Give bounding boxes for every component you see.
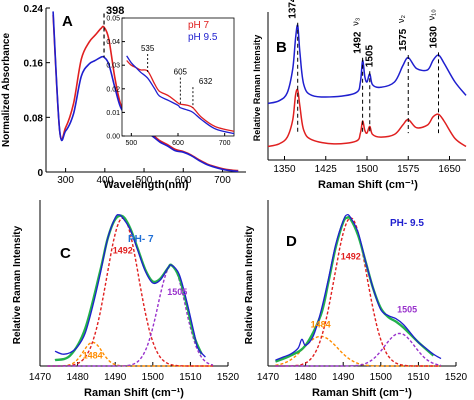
panel-b-mode-label: ν₃ — [351, 17, 361, 26]
panel-b-x-tick-label: 1350 — [273, 164, 296, 175]
panel-c-y-label: Relative Raman Intensity — [12, 225, 23, 344]
panel-c-x-tick-label: 1520 — [217, 372, 240, 383]
panel-c-data — [54, 214, 206, 358]
panel-d-peak-label: 1505 — [397, 305, 417, 315]
panel-a-x-tick-label: 400 — [96, 175, 113, 186]
panel-b-ph95-line — [267, 24, 467, 105]
panel-c-x-tick-label: 1500 — [142, 372, 165, 383]
panel-b-peak-label: 1492 — [353, 31, 364, 54]
inset-ph95-line — [126, 55, 235, 135]
panel-a-x-label: Wavelength(nm) — [103, 179, 188, 191]
panel-c-x-tick-label: 1470 — [29, 372, 52, 383]
panel-d-fit-component-1505 — [275, 332, 442, 367]
panel-d-x-tick-label: 1510 — [407, 372, 430, 383]
panel-b-x-label: Raman Shift (cm⁻¹) — [318, 179, 418, 191]
panel-a-y-tick-label: 0.24 — [24, 4, 44, 15]
panel-d-x-label: Raman Shift (cm⁻¹) — [312, 387, 412, 399]
panel-b-mode-label: ν₂ — [396, 15, 406, 24]
panel-b-peak-label: 1374 — [288, 0, 299, 19]
panel-a-y-tick-label: 0.08 — [24, 113, 44, 124]
inset-y-tick-label: 0.05 — [106, 16, 120, 23]
panel-b-annotations: 1374ν₄1492ν₃15051575ν₂1630ν₁₀ — [288, 0, 440, 134]
inset-x-tick-label: 600 — [172, 140, 184, 147]
panel-b-y-label: Relative Raman Intensity — [252, 35, 262, 142]
panel-a-inset-frame — [121, 17, 235, 137]
panel-d-annotations: 1484 1492 1505 — [311, 251, 418, 329]
panel-d-x-tick-label: 1470 — [257, 372, 280, 383]
inset-x-tick-label: 500 — [125, 140, 137, 147]
panel-c-letter: C — [60, 245, 71, 262]
panel-c-fit-component-1492 — [47, 217, 213, 367]
panel-b-letter: B — [276, 39, 287, 56]
panel-d-title: PH- 9.5 — [390, 218, 424, 229]
panel-d-series — [275, 213, 442, 367]
panel-a-x-tick-label: 300 — [57, 175, 74, 186]
inset-peak-label: 605 — [174, 68, 188, 77]
panel-c-peak-label: 1484 — [83, 351, 103, 361]
panel-b-ph7-line — [267, 88, 467, 148]
panel-d-peak-label: 1484 — [311, 319, 331, 329]
panel-a-x-tick-label: 500 — [136, 175, 153, 186]
panel-d-ticks: 1470 1480 1490 1500 1510 1520 — [257, 362, 468, 383]
panel-b-peak-label: 1630 — [429, 26, 440, 49]
panel-d-fit-component-1492 — [275, 217, 441, 367]
panel-c-annotations: 1484 1492 1505 — [83, 245, 188, 360]
panel-c-peak-label: 1505 — [167, 287, 187, 297]
panel-b-series — [267, 24, 467, 148]
panel-a-inset-ticks: 500 600 700 0.00 0.01 0.02 0.03 0.04 0.05 — [106, 16, 230, 148]
panel-d-x-tick-label: 1480 — [294, 372, 317, 383]
panel-a-y-tick-label: 0.16 — [24, 59, 44, 70]
panel-c-x-label: Raman Shift (cm⁻¹) — [84, 387, 184, 399]
panel-a-ticks: 300 400 500 600 700 0 0.08 0.16 0.24 — [24, 4, 232, 186]
panel-a-y-tick-label: 0 — [37, 168, 43, 179]
legend-ph7: pH 7 — [188, 20, 210, 31]
panel-a-letter: A — [62, 13, 73, 30]
inset-y-tick-label: 0.00 — [106, 134, 120, 141]
panel-c-peak-label: 1492 — [113, 245, 133, 255]
inset-y-tick-label: 0.02 — [106, 86, 120, 93]
panel-a-y-label: Normalized Absorbance — [1, 33, 12, 148]
inset-y-tick-label: 0.04 — [106, 39, 120, 46]
panel-a-x-tick-label: 700 — [214, 175, 231, 186]
panel-c-x-tick-label: 1480 — [66, 372, 89, 383]
panel-b-mode-label: ν₁₀ — [427, 9, 437, 21]
panel-c-x-tick-label: 1490 — [104, 372, 127, 383]
inset-y-tick-label: 0.01 — [106, 110, 120, 117]
panel-b-peak-label: 1505 — [365, 45, 376, 68]
panel-b-x-tick-label: 1500 — [356, 164, 379, 175]
panel-b-x-tick-label: 1575 — [397, 164, 420, 175]
panel-d-peak-label: 1492 — [341, 251, 361, 261]
legend-ph95: pH 9.5 — [188, 32, 218, 43]
panel-c-fit-component-1505 — [47, 264, 214, 367]
panel-a: 300 400 500 600 700 0 0.08 0.16 0.24 A 398 Wavel… — [1, 4, 246, 191]
panel-d-x-tick-label: 1520 — [445, 372, 468, 383]
panel-d-letter: D — [286, 233, 297, 250]
inset-x-tick-label: 700 — [219, 140, 231, 147]
panel-c-x-tick-label: 1510 — [179, 372, 202, 383]
panel-c-fit-component-1484 — [47, 341, 213, 367]
panel-c-series — [47, 214, 214, 367]
inset-peak-label: 632 — [199, 77, 213, 86]
panel-b-ticks: 1350 1425 1500 1575 1650 — [273, 156, 461, 175]
panel-a-inset-annotations: 535 605 632 — [141, 44, 213, 108]
panel-a-peak-label: 398 — [106, 5, 124, 17]
panel-c-title: PH- 7 — [128, 234, 154, 245]
panel-a-inset-series — [126, 55, 235, 135]
panel-d-x-tick-label: 1490 — [332, 372, 355, 383]
panel-d-y-label: Relative Raman Intensity — [244, 225, 255, 344]
panel-d-data — [275, 213, 442, 361]
panel-d-x-tick-label: 1500 — [370, 372, 393, 383]
panel-b-x-tick-label: 1650 — [438, 164, 461, 175]
inset-y-tick-label: 0.03 — [106, 63, 120, 70]
panel-b-x-tick-label: 1425 — [315, 164, 338, 175]
panel-a-x-tick-label: 600 — [175, 175, 192, 186]
panel-b-peak-label: 1575 — [398, 28, 409, 51]
inset-peak-label: 535 — [141, 44, 155, 53]
